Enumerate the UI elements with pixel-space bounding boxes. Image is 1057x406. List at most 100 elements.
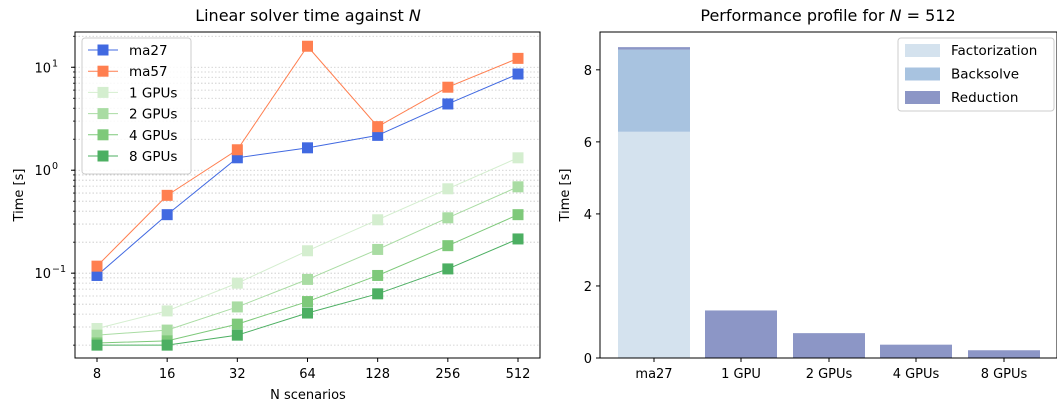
point-ma57-512 — [512, 52, 524, 64]
point-ma27-32 — [231, 152, 243, 164]
line-chart-solver-time: Linear solver time against N 8 16 32 64 128 2… — [12, 6, 541, 403]
point-ma27-256 — [442, 98, 454, 110]
point-1-gpus-256 — [442, 183, 454, 195]
point-4-gpus-64 — [302, 296, 313, 308]
bar-1-gpu-reduction — [705, 310, 777, 358]
point-ma27-64 — [302, 142, 313, 154]
left-chart-title: Linear solver time against N — [195, 6, 421, 25]
point-4-gpus-128 — [372, 269, 384, 281]
point-8-gpus-64 — [302, 307, 313, 319]
legend-marker-ma57 — [97, 65, 109, 77]
point-4-gpus-512 — [512, 209, 524, 221]
right-chart-title: Performance profile for N = 512 — [700, 6, 955, 25]
point-8-gpus-32 — [231, 329, 243, 341]
x-tick-label-1-gpu: 1 GPU — [721, 367, 761, 382]
x-tick-label-256: 256 — [435, 367, 460, 382]
x-tick-label-4-gpus: 4 GPUs — [893, 367, 940, 382]
legend-label-ma27: ma27 — [129, 43, 168, 59]
point-2-gpus-64 — [302, 273, 313, 285]
y-tick-label: 10 — [34, 164, 51, 179]
y-tick-label-0: 0 — [584, 352, 592, 367]
left-x-axis-label: N scenarios — [270, 388, 346, 403]
legend-marker-8-gpus — [97, 150, 109, 162]
point-2-gpus-8 — [91, 329, 103, 341]
left-x-ticks: 8 16 32 64 128 256 512 — [93, 358, 531, 382]
right-bars-group — [618, 47, 1040, 358]
point-2-gpus-256 — [442, 212, 454, 224]
point-ma57-32 — [231, 144, 243, 156]
y-tick-exponent: 1 — [52, 58, 58, 69]
point-8-gpus-512 — [512, 233, 524, 245]
legend-label-ma57: ma57 — [129, 64, 168, 80]
legend-swatch-backsolve — [905, 67, 940, 81]
point-1-gpus-512 — [512, 152, 524, 164]
point-1-gpus-16 — [161, 305, 173, 317]
point-ma27-128 — [372, 129, 384, 141]
x-tick-label-512: 512 — [506, 367, 531, 382]
point-ma27-8 — [91, 269, 103, 281]
point-ma57-128 — [372, 121, 384, 133]
bar-4-gpus-reduction — [880, 344, 952, 358]
point-8-gpus-256 — [442, 263, 454, 275]
legend-label-1-gpus: 1 GPUs — [129, 85, 177, 101]
point-2-gpus-16 — [161, 324, 173, 336]
point-ma57-16 — [161, 189, 173, 201]
bar-ma27-factorization — [618, 131, 690, 358]
x-tick-label-2-gpus: 2 GPUs — [806, 367, 853, 382]
point-4-gpus-32 — [231, 318, 243, 330]
legend-label-backsolve: Backsolve — [951, 67, 1019, 83]
x-tick-label-8: 8 — [93, 367, 101, 382]
x-tick-label-8-gpus: 8 GPUs — [981, 367, 1028, 382]
right-x-ticks: ma27 1 GPU 2 GPUs 4 GPUs 8 GPUs — [635, 358, 1028, 382]
legend-label-reduction: Reduction — [951, 90, 1019, 106]
legend-swatch-factorization — [905, 44, 940, 57]
legend-label-factorization: Factorization — [951, 43, 1037, 59]
legend-marker-2-gpus — [97, 108, 109, 120]
x-tick-label-32: 32 — [229, 367, 246, 382]
bar-ma27-reduction — [618, 47, 690, 50]
x-tick-label-64: 64 — [299, 367, 316, 382]
y-tick-label-4: 4 — [584, 208, 592, 223]
point-1-gpus-128 — [372, 214, 384, 226]
x-tick-label-128: 128 — [365, 367, 390, 382]
bar-2-gpus-reduction — [793, 333, 865, 358]
legend-marker-ma27 — [97, 44, 109, 56]
y-tick-label-6: 6 — [584, 136, 592, 151]
left-legend: ma27 ma57 1 GPUs 2 GPUs 4 GPUs 8 GPUs — [81, 37, 192, 175]
point-ma57-8 — [91, 260, 103, 272]
legend-label-4-gpus: 4 GPUs — [129, 128, 177, 144]
left-series-group — [91, 40, 524, 351]
legend-marker-1-gpus — [97, 86, 109, 98]
y-tick-label-2: 2 — [584, 280, 592, 295]
bar-8-gpus-reduction — [968, 350, 1040, 358]
bar-ma27-backsolve — [618, 49, 690, 132]
left-legend-box — [81, 37, 192, 175]
point-ma27-512 — [512, 68, 524, 80]
point-4-gpus-256 — [442, 240, 454, 252]
y-tick-label: 10 — [34, 267, 51, 282]
right-legend: Factorization Backsolve Reduction — [897, 37, 1055, 112]
y-tick-exponent: 0 — [52, 161, 58, 172]
point-2-gpus-128 — [372, 243, 384, 255]
point-8-gpus-16 — [161, 339, 173, 351]
point-8-gpus-128 — [372, 288, 384, 300]
x-tick-label-ma27: ma27 — [635, 367, 672, 382]
right-y-axis-label: Time [s] — [558, 169, 573, 223]
legend-label-8-gpus: 8 GPUs — [129, 149, 177, 165]
point-2-gpus-512 — [512, 181, 524, 193]
y-tick-label: 10 — [34, 61, 51, 76]
right-y-ticks: 0 2 4 6 8 — [584, 64, 600, 367]
point-1-gpus-64 — [302, 245, 313, 257]
legend-marker-4-gpus — [97, 129, 109, 141]
bar-chart-performance-profile: Performance profile for N = 512 ma27 1 GP… — [558, 6, 1057, 382]
x-tick-label-16: 16 — [159, 367, 176, 382]
legend-label-2-gpus: 2 GPUs — [129, 107, 177, 123]
point-ma57-256 — [442, 81, 454, 93]
point-ma57-64 — [302, 40, 313, 52]
point-2-gpus-32 — [231, 301, 243, 313]
point-1-gpus-8 — [91, 323, 103, 335]
left-y-axis-label: Time [s] — [12, 169, 27, 223]
point-1-gpus-32 — [231, 277, 243, 289]
